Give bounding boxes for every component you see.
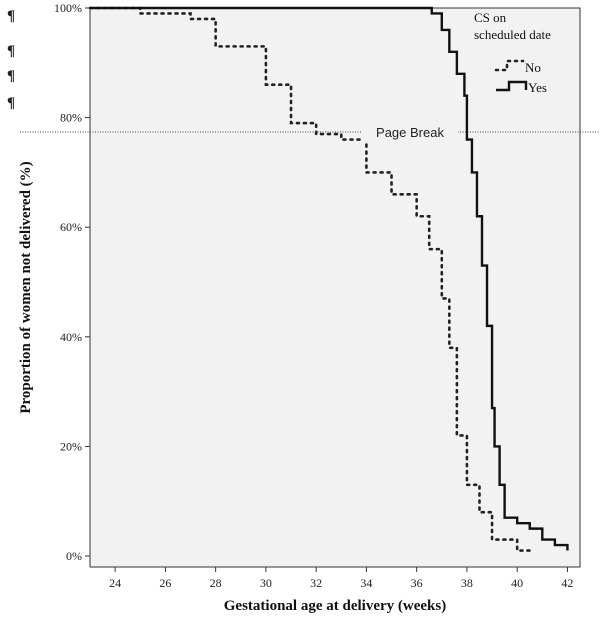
x-tick-label: 30 [260,576,272,590]
y-tick-label: 60% [60,220,82,234]
x-tick-label: 24 [109,576,121,590]
series-line-yes [90,6,569,551]
legend-symbol-no [494,59,525,72]
page-break-label-bg [362,123,458,141]
y-tick-label: 0% [66,549,82,563]
legend-label-yes: Yes [528,80,547,95]
legend: CS on scheduled date No Yes [474,10,551,95]
x-tick-label: 34 [360,576,372,590]
y-axis: 0% 20% 40% 60% 80% 100% [54,1,90,563]
legend-label-no: No [525,60,541,75]
legend-title: CS on [474,10,507,25]
x-tick-label: 42 [561,576,573,590]
x-axis: 24 26 28 30 32 34 36 38 40 42 [109,567,573,590]
y-tick-label: 40% [60,330,82,344]
x-tick-label: 28 [210,576,222,590]
legend-title: scheduled date [474,27,551,42]
series-line-no [88,6,532,552]
x-tick-label: 38 [461,576,473,590]
paragraph-mark: ¶ [7,68,16,84]
x-tick-label: 36 [411,576,423,590]
legend-symbol-yes [496,80,528,92]
page-break-label: Page Break [376,125,444,140]
y-tick-label: 20% [60,439,82,453]
paragraph-mark: ¶ [7,95,16,111]
x-tick-label: 26 [159,576,171,590]
x-tick-label: 40 [511,576,523,590]
paragraph-mark: ¶ [7,8,16,24]
x-axis-title: Gestational age at delivery (weeks) [224,598,446,614]
y-axis-title: Proportion of women not delivered (%) [18,161,34,413]
y-tick-label: 100% [54,1,82,15]
plot-area [89,7,581,568]
series-layer [88,6,569,552]
x-tick-label: 32 [310,576,322,590]
y-tick-label: 80% [60,111,82,125]
paragraph-mark: ¶ [7,43,16,59]
